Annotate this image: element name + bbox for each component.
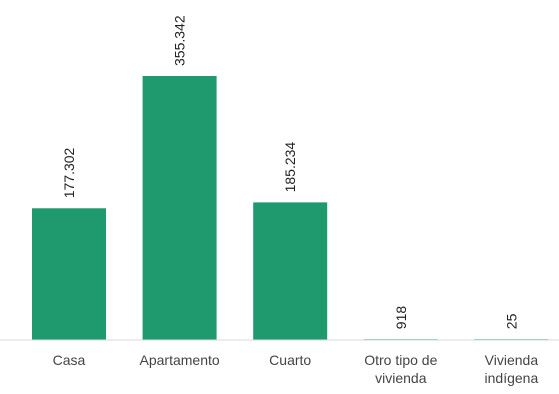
category-label-3: Otro tipo de vivienda [364,352,437,386]
category-label-4-line-1: indígena [485,370,539,386]
category-label-1-line-0: Apartamento [140,352,220,368]
category-label-3-line-1: vivienda [375,370,427,386]
value-label-2: 185.234 [282,142,298,193]
category-label-1: Apartamento [140,352,220,368]
bar-1 [142,76,217,340]
category-label-3-line-0: Otro tipo de [364,352,437,368]
category-label-2: Cuarto [269,352,311,368]
category-label-2-line-0: Cuarto [269,352,311,368]
value-label-4: 25 [503,313,519,329]
category-label-4-line-0: Vivienda [485,352,539,368]
value-labels-group: 177.302 355.342 185.234 918 25 [61,15,519,329]
bar-0 [32,208,106,340]
category-label-0: Casa [53,352,86,368]
category-label-4: Vivienda indígena [485,352,539,386]
category-labels-group: Casa Apartamento Cuarto Otro tipo de viviend… [53,352,539,386]
bars-group [32,76,549,340]
bar-2 [253,202,328,340]
value-label-0: 177.302 [61,147,77,198]
value-label-1: 355.342 [172,15,188,66]
category-label-0-line-0: Casa [53,352,86,368]
value-label-3: 918 [393,306,409,330]
